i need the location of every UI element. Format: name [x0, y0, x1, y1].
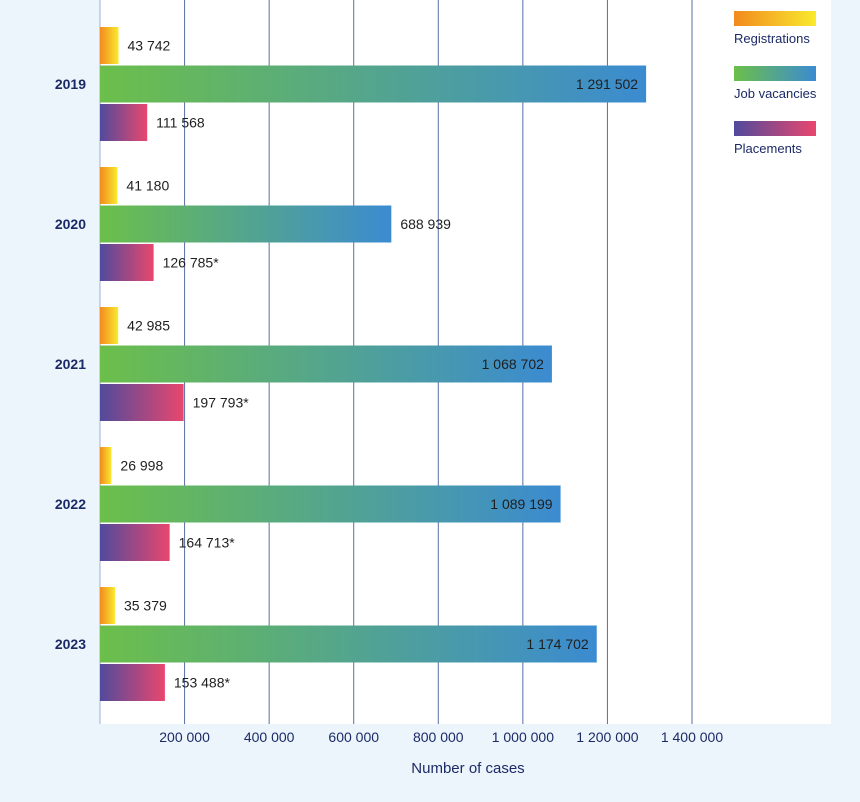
data-label: 111 568 — [156, 115, 205, 131]
data-label: 41 180 — [126, 178, 169, 194]
data-label: 42 985 — [127, 318, 170, 334]
data-label: 26 998 — [120, 458, 163, 474]
legend-swatch-registrations — [734, 11, 816, 26]
data-label: 126 785* — [163, 255, 220, 271]
bar-job-vacancies-2020 — [100, 205, 392, 243]
x-axis: 200 000 400 000 600 000 800 000 1 000 000 1 2… — [159, 729, 723, 745]
bar-registrations-2022 — [100, 447, 112, 484]
data-label: 43 742 — [127, 38, 170, 54]
bar-job-vacancies-2023 — [100, 625, 597, 663]
bar-placements-2021 — [100, 384, 184, 421]
bar-registrations-2020 — [100, 167, 118, 204]
y-tick-label: 2022 — [55, 496, 86, 512]
bar-placements-2022 — [100, 524, 170, 561]
data-label: 1 291 502 — [576, 76, 638, 92]
y-axis: 2019 2020 2021 2022 2023 — [55, 76, 86, 652]
legend-swatch-job-vacancies — [734, 66, 816, 81]
x-tick-label: 800 000 — [413, 729, 464, 745]
bar-registrations-2021 — [100, 307, 119, 344]
data-label: 1 089 199 — [490, 496, 552, 512]
y-tick-label: 2021 — [55, 356, 86, 372]
x-tick-label: 200 000 — [159, 729, 210, 745]
data-label: 35 379 — [124, 598, 167, 614]
data-label: 688 939 — [400, 216, 451, 232]
bar-job-vacancies-2022 — [100, 485, 561, 523]
legend: Registrations Job vacancies Placements — [734, 11, 817, 156]
bar-placements-2019 — [100, 104, 148, 141]
y-tick-label: 2019 — [55, 76, 86, 92]
legend-swatch-placements — [734, 121, 816, 136]
bar-placements-2020 — [100, 244, 154, 281]
data-label: 153 488* — [174, 675, 231, 691]
x-tick-label: 1 400 000 — [661, 729, 723, 745]
x-tick-label: 1 000 000 — [492, 729, 554, 745]
data-label: 1 174 702 — [526, 636, 588, 652]
legend-label: Registrations — [734, 31, 810, 46]
bar-registrations-2019 — [100, 27, 119, 64]
x-tick-label: 400 000 — [244, 729, 295, 745]
data-label: 1 068 702 — [482, 356, 544, 372]
x-tick-label: 1 200 000 — [576, 729, 638, 745]
y-tick-label: 2023 — [55, 636, 86, 652]
legend-label: Placements — [734, 141, 802, 156]
x-axis-title: Number of cases — [411, 760, 524, 777]
bar-placements-2023 — [100, 664, 165, 701]
x-tick-label: 600 000 — [328, 729, 379, 745]
bars — [100, 27, 647, 701]
legend-label: Job vacancies — [734, 86, 817, 101]
bar-job-vacancies-2019 — [100, 65, 647, 103]
bar-job-vacancies-2021 — [100, 345, 552, 383]
bar-registrations-2023 — [100, 587, 115, 624]
data-label: 197 793* — [193, 395, 250, 411]
y-tick-label: 2020 — [55, 216, 86, 232]
data-label: 164 713* — [179, 535, 236, 551]
data-labels: 43 742 1 291 502 111 568 41 180 688 939 126 7… — [120, 38, 638, 691]
